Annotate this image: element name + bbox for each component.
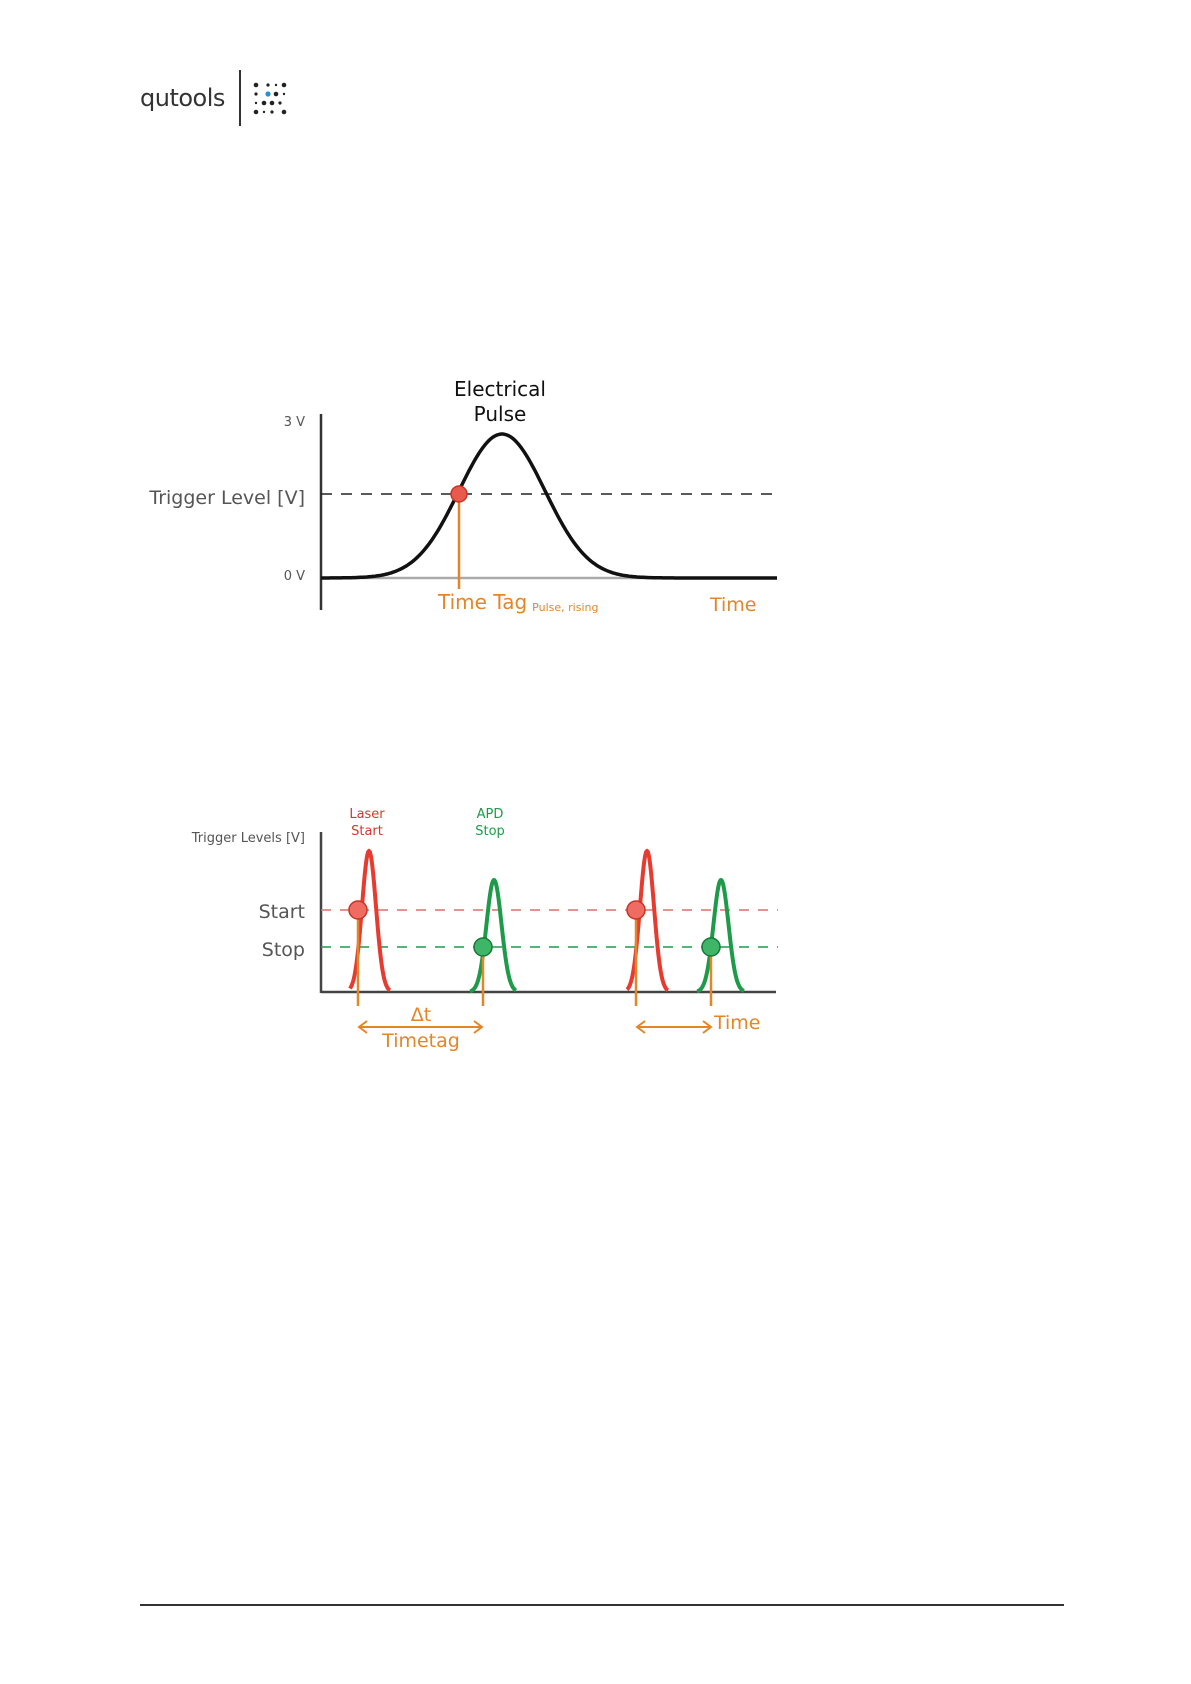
start-stop-diagram: Trigger Levels [V] Laser Start APD Stop … [191, 807, 778, 1052]
time-axis-label-2: Time [713, 1012, 761, 1034]
pulse-label-line1: Electrical [454, 377, 546, 401]
time-axis-label: Time [709, 594, 757, 616]
page-header: qutools [140, 70, 300, 130]
apd-stop-pulse-1 [469, 877, 518, 994]
trigger-levels-label: Trigger Levels [V] [191, 831, 305, 846]
delta-t-arrow-2 [635, 1020, 713, 1034]
timetag-main: Time Tag [437, 590, 527, 614]
stop-crossing-marker-2 [701, 937, 721, 957]
electrical-pulse-curve [321, 432, 777, 580]
timetag-subscript: Pulse, rising [532, 601, 598, 614]
apd-label-line2: Stop [475, 824, 505, 839]
laser-start-pulse-2 [625, 848, 670, 993]
apd-label-line1: APD [477, 807, 504, 822]
trigger-crossing-marker [450, 485, 468, 503]
logo-divider [239, 70, 241, 126]
laser-start-pulse-1 [348, 848, 392, 993]
laser-label-line2: Start [351, 824, 383, 839]
stop-crossing-marker-1 [473, 937, 493, 957]
apd-stop-pulse-2 [696, 877, 745, 994]
trigger-level-label: Trigger Level [V] [148, 487, 305, 509]
delta-t-arrow-1 [357, 1020, 484, 1034]
start-crossing-marker-2 [626, 900, 646, 920]
footer-rule [140, 1604, 1064, 1606]
stop-level-label: Stop [262, 939, 305, 961]
level-low-label: 0 V [284, 569, 305, 584]
pulse-label-line2: Pulse [474, 402, 527, 426]
qutools-logo-text: qutools [140, 84, 225, 112]
delta-t-label: Δt [411, 1004, 431, 1026]
laser-label-line1: Laser [349, 807, 385, 822]
start-level-label: Start [259, 901, 305, 923]
start-crossing-marker-1 [348, 900, 368, 920]
trigger-level-diagram: Electrical Pulse 3 V 0 V Trigger Level [… [148, 377, 778, 616]
timetag-label-2: Timetag [381, 1030, 460, 1052]
qutools-logo-dots-icon [253, 82, 287, 115]
timetag-label: Time Tag Pulse, rising [437, 590, 598, 614]
level-high-label: 3 V [284, 415, 305, 430]
